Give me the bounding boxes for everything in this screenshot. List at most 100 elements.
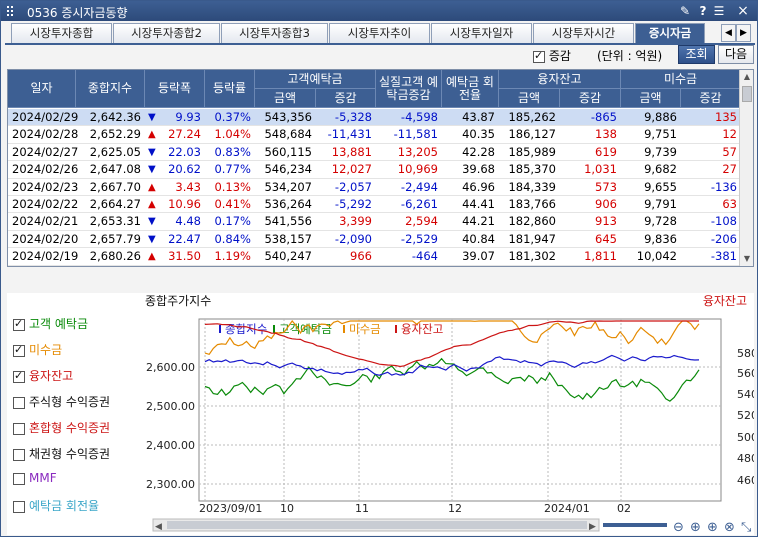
y-right-tick-label: 580,000 xyxy=(737,347,754,360)
next-button[interactable]: 다음 xyxy=(718,45,754,64)
header-unpaid[interactable]: 미수금 xyxy=(621,70,741,89)
cell-dep-d: -5,328 xyxy=(334,110,372,124)
tab-market-summary-3[interactable]: 시장투자종합3 xyxy=(221,23,328,43)
zoom-slider[interactable] xyxy=(603,523,667,527)
header-unpaid-diff[interactable]: 증감 xyxy=(681,89,741,108)
table-vertical-scrollbar[interactable]: ▲ ▼ xyxy=(739,70,753,266)
tab-market-summary-2[interactable]: 시장투자종합2 xyxy=(113,23,220,43)
header-deposit[interactable]: 고객예탁금 xyxy=(255,70,376,89)
cell-dep: 534,207 xyxy=(264,179,312,194)
tab-stock-funds[interactable]: 증시자금 xyxy=(635,23,705,43)
menu-icon[interactable]: ☰ xyxy=(713,4,725,18)
header-rate[interactable]: 등락률 xyxy=(205,70,255,108)
plot-area[interactable] xyxy=(198,318,722,502)
series-option[interactable]: 융자잔고 xyxy=(13,367,73,384)
table-row[interactable]: 2024/02/29 2,642.36 ▼ 9.93 0.37% 543,356 -5,32… xyxy=(8,109,741,127)
zoom-out-icon[interactable]: ⊖ xyxy=(673,520,684,535)
series-option[interactable]: 고객 예탁금 xyxy=(13,315,88,332)
series-checkbox[interactable] xyxy=(13,396,25,409)
cell-date: 2024/02/28 xyxy=(12,127,79,142)
cell-date: 2024/02/19 xyxy=(12,249,79,264)
header-deposit-amount[interactable]: 금액 xyxy=(255,89,316,108)
series-checkbox[interactable] xyxy=(13,472,25,485)
series-checkbox[interactable] xyxy=(13,317,25,331)
series-checkbox[interactable] xyxy=(13,343,25,357)
tab-market-daily[interactable]: 시장투자일자 xyxy=(431,23,532,43)
scroll-down-icon[interactable]: ▼ xyxy=(743,254,751,263)
close-icon[interactable]: × xyxy=(737,3,749,19)
cell-change: ▲ 3.43 xyxy=(145,179,205,196)
header-change[interactable]: 등락폭 xyxy=(145,70,205,108)
cell-cred-d: 138 xyxy=(595,127,617,142)
tab-next-icon[interactable]: ▶ xyxy=(736,24,751,42)
table-row[interactable]: 2024/02/20 2,657.79 ▼ 22.47 0.84% 538,157 -2,0… xyxy=(8,231,741,249)
change-toggle[interactable]: 증감 xyxy=(533,47,571,64)
tab-market-trend[interactable]: 시장투자추이 xyxy=(329,23,430,43)
cell-cred: 184,339 xyxy=(508,179,556,194)
header-credit[interactable]: 융자잔고 xyxy=(499,70,621,89)
cell-turn: 40.35 xyxy=(462,127,495,142)
change-checkbox[interactable] xyxy=(533,49,545,63)
series-option[interactable]: 예탁금 회전율 xyxy=(13,497,99,514)
series-option[interactable]: MMF xyxy=(13,471,57,485)
series-option[interactable]: 채권형 수익증권 xyxy=(13,445,110,462)
tab-prev-icon[interactable]: ◀ xyxy=(721,24,736,42)
series-option[interactable]: 미수금 xyxy=(13,341,62,358)
cell-dep: 541,556 xyxy=(264,214,312,229)
cell-unp: 9,791 xyxy=(644,197,677,211)
header-credit-diff[interactable]: 증감 xyxy=(560,89,621,108)
cell-dep-d: 12,027 xyxy=(331,162,372,177)
zoom-in-icon[interactable]: ⊕ xyxy=(690,520,701,535)
header-unpaid-amount[interactable]: 금액 xyxy=(621,89,681,108)
fund-chart[interactable]: 종합주가지수 융자잔고2,600.002,500.002,400.002,300.… xyxy=(7,293,754,535)
scroll-up-icon[interactable]: ▲ xyxy=(743,72,751,81)
cell-date: 2024/02/20 xyxy=(12,231,79,246)
table-row[interactable]: 2024/02/19 2,680.26 ▲ 31.50 1.19% 540,247 966 -… xyxy=(8,248,741,266)
table-row[interactable]: 2024/02/27 2,625.05 ▼ 22.03 0.83% 560,115 13,8… xyxy=(8,144,741,162)
down-arrow-icon: ▼ xyxy=(148,216,156,228)
help-icon[interactable]: ? xyxy=(699,4,707,18)
cell-cred: 185,370 xyxy=(508,162,556,177)
query-button[interactable]: 조회 xyxy=(678,45,715,64)
scroll-left-icon[interactable]: ◀ xyxy=(155,522,162,532)
chart-scroll-thumb[interactable] xyxy=(167,521,587,529)
zoom-fit-icon[interactable]: ⊕ xyxy=(707,520,718,535)
header-date[interactable]: 일자 xyxy=(8,70,76,108)
crosshair-icon[interactable]: ⤡ xyxy=(741,520,752,535)
header-deposit-diff[interactable]: 증감 xyxy=(316,89,376,108)
table-row[interactable]: 2024/02/23 2,667.70 ▲ 3.43 0.13% 534,207 -2,05… xyxy=(8,179,741,196)
scroll-right-icon[interactable]: ▶ xyxy=(589,522,596,532)
table-row[interactable]: 2024/02/26 2,647.08 ▼ 20.62 0.77% 546,234 12,0… xyxy=(8,161,741,179)
header-real-deposit[interactable]: 실질고객 예탁금증감 xyxy=(376,70,442,108)
cell-dep: 536,264 xyxy=(264,197,312,211)
table-row[interactable]: 2024/02/22 2,664.27 ▲ 10.96 0.41% 536,264 -5,2… xyxy=(8,196,741,214)
scroll-thumb[interactable] xyxy=(742,86,752,102)
cell-rate: 0.17% xyxy=(214,214,251,229)
table-row[interactable]: 2024/02/21 2,653.31 ▼ 4.48 0.17% 541,556 3,399… xyxy=(8,213,741,231)
up-arrow-icon: ▲ xyxy=(148,129,156,141)
header-turnover[interactable]: 예탁금 회전율 xyxy=(442,70,499,108)
series-option-label: 예탁금 회전율 xyxy=(29,499,100,513)
zoom-reset-icon[interactable]: ⊗ xyxy=(724,520,735,535)
header-index[interactable]: 종합지수 xyxy=(76,70,145,108)
table-row[interactable]: 2024/02/28 2,652.29 ▲ 27.24 1.04% 548,684 -11,… xyxy=(8,126,741,144)
series-checkbox[interactable] xyxy=(13,369,25,383)
cell-date: 2024/02/26 xyxy=(12,162,79,177)
series-option[interactable]: 주식형 수익증권 xyxy=(13,393,110,410)
series-checkbox[interactable] xyxy=(13,500,25,513)
series-option[interactable]: 혼합형 수익증권 xyxy=(13,419,110,436)
header-credit-amount[interactable]: 금액 xyxy=(499,89,560,108)
cell-cred: 181,947 xyxy=(508,231,556,246)
cell-turn: 44.21 xyxy=(462,214,495,229)
series-checkbox[interactable] xyxy=(13,422,25,435)
tab-market-summary[interactable]: 시장투자종합 xyxy=(11,23,112,43)
series-checkbox[interactable] xyxy=(13,448,25,461)
cell-date: 2024/02/23 xyxy=(12,179,79,194)
tab-market-hourly[interactable]: 시장투자시간 xyxy=(533,23,634,43)
cell-cred: 181,302 xyxy=(508,249,556,264)
window-title: 0536 증시자금동향 xyxy=(27,6,128,20)
cell-dep-d: -2,090 xyxy=(334,231,372,246)
grip-icon[interactable] xyxy=(7,6,17,16)
pin-icon[interactable]: ✎ xyxy=(679,4,691,18)
cell-dep: 548,684 xyxy=(264,127,312,142)
